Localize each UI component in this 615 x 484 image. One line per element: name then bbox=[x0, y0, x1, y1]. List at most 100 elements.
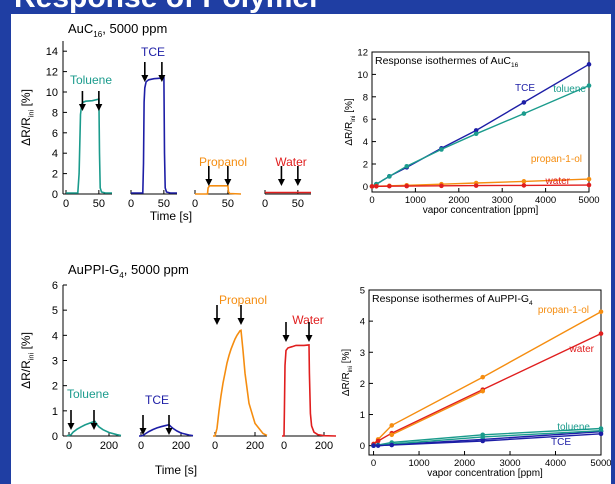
x-axis-label-2: Time [s] bbox=[155, 463, 197, 477]
series-line-toluene bbox=[66, 98, 112, 194]
panel-title-3: Response isothermes of AuPPI-G4 bbox=[372, 293, 533, 307]
y-tick-label-3-1: 1 bbox=[360, 410, 365, 421]
x-tick-label-0-2-0: 0 bbox=[192, 198, 198, 210]
data-point-propan-1-ol-7 bbox=[586, 176, 592, 182]
series-label-propan-1-ol: propan-1-ol bbox=[538, 305, 589, 316]
data-point-water-1 bbox=[375, 438, 381, 444]
exposure-arrow-2-0-0 bbox=[67, 410, 75, 430]
data-point-water-5 bbox=[473, 183, 479, 188]
subplot-2-3: 0 200 Water bbox=[281, 313, 337, 452]
exposure-arrow-2-1-0 bbox=[139, 415, 147, 435]
y-tick-label-0-6: 12 bbox=[46, 67, 58, 79]
data-point-propan-1-ol-b-0 bbox=[389, 432, 395, 438]
data-point-propan-1-ol-6 bbox=[521, 179, 527, 184]
left-frame-bar bbox=[0, 0, 11, 484]
data-point-water-2 bbox=[387, 183, 392, 189]
data-point-toluene-6 bbox=[521, 111, 527, 116]
y-tick-label-2-4: 4 bbox=[52, 330, 58, 342]
x-tick-label-1-1: 1000 bbox=[405, 195, 426, 206]
series-line-propanol bbox=[213, 329, 268, 437]
exposure-arrow-2-3-1 bbox=[305, 322, 313, 342]
y-tick-label-1-5: 10 bbox=[357, 70, 368, 81]
y-tick-label-3-2: 2 bbox=[360, 379, 365, 390]
data-point-propan-1-ol-3 bbox=[480, 374, 486, 380]
data-point-toluene-5 bbox=[473, 131, 479, 137]
subplot-0-3: 0 50 Water bbox=[262, 155, 311, 210]
exposure-arrow-2-2-0 bbox=[213, 305, 221, 325]
series-toluene bbox=[369, 83, 592, 189]
x-tick-label-1-0: 0 bbox=[369, 195, 374, 206]
exposure-arrow-0-3-0 bbox=[277, 166, 285, 186]
plot-frame-3 bbox=[368, 289, 602, 456]
x-tick-label-1-3: 3000 bbox=[492, 195, 513, 206]
x-tick-label-3-1: 1000 bbox=[408, 458, 429, 469]
y-tick-label-1-3: 6 bbox=[363, 115, 368, 126]
data-point-tce-b-0 bbox=[371, 443, 376, 448]
data-point-toluene-7 bbox=[586, 83, 592, 88]
exposure-arrow-2-2-1 bbox=[237, 305, 245, 325]
x-tick-label-0-3-0: 0 bbox=[262, 198, 268, 210]
subplot-2-2: 0 200 Propanol bbox=[212, 293, 268, 452]
x-tick-label-2-2-1: 200 bbox=[246, 440, 264, 452]
x-tick-label-0-3-1: 50 bbox=[292, 198, 304, 210]
series-tce bbox=[369, 62, 592, 189]
exposure-arrow-2-0-1 bbox=[90, 410, 98, 430]
y-axis-label-1: ΔR/Rini [%] bbox=[344, 98, 357, 146]
series-label-water: water bbox=[545, 176, 571, 187]
y-tick-label-3-3: 3 bbox=[360, 348, 365, 359]
series-label-water: water bbox=[569, 344, 595, 355]
subplot-0-0: 0 50 Toluene bbox=[63, 73, 112, 210]
series-label-tce: TCE bbox=[551, 437, 571, 448]
series-label-toluene: toluene bbox=[557, 422, 590, 433]
subplot-2-0: 0 200 Toluene bbox=[66, 387, 122, 452]
exposure-arrow-0-2-0 bbox=[205, 166, 213, 186]
y-tick-label-0-3: 6 bbox=[52, 128, 58, 140]
data-point-tce-b-3 bbox=[598, 431, 604, 437]
y-tick-label-0-2: 4 bbox=[52, 148, 58, 160]
series-label-water: Water bbox=[275, 155, 307, 169]
y-tick-label-1-2: 4 bbox=[363, 137, 368, 148]
y-tick-label-3-5: 5 bbox=[360, 286, 365, 297]
series-line-water bbox=[282, 344, 337, 437]
data-point-propan-1-ol-4 bbox=[598, 309, 604, 315]
right-frame-bar bbox=[611, 0, 615, 484]
plot-frame-1 bbox=[371, 51, 590, 193]
panel-title-0: AuC16, 5000 ppm bbox=[68, 21, 167, 39]
y-tick-label-2-0: 0 bbox=[52, 431, 58, 443]
x-tick-label-3-3: 3000 bbox=[499, 458, 520, 469]
data-point-toluene-b-2 bbox=[480, 434, 486, 440]
y-axis-label-3: ΔR/Rini [%] bbox=[341, 349, 354, 397]
data-point-tce-b-1 bbox=[389, 442, 395, 448]
x-tick-label-1-4: 4000 bbox=[535, 195, 556, 206]
series-line-propanol bbox=[195, 185, 242, 195]
data-point-toluene-3 bbox=[404, 163, 410, 169]
series-label-propanol: Propanol bbox=[199, 155, 247, 169]
y-tick-label-3-0: 0 bbox=[360, 441, 365, 452]
y-tick-label-2-3: 3 bbox=[52, 356, 58, 368]
series-water bbox=[369, 182, 592, 189]
data-point-water-1 bbox=[374, 183, 379, 189]
x-tick-label-1-5: 5000 bbox=[578, 195, 599, 206]
x-tick-label-2-1-1: 200 bbox=[172, 440, 190, 452]
exposure-arrow-0-1-0 bbox=[141, 62, 149, 82]
page-heading: Response of Polymer bbox=[14, 0, 321, 15]
series-label-propan-1-ol: propan-1-ol bbox=[531, 154, 582, 165]
series-line-propan-1-ol-b bbox=[391, 390, 484, 436]
data-point-tce-7 bbox=[586, 62, 592, 67]
y-tick-label-2-1: 1 bbox=[52, 406, 58, 418]
y-tick-label-3-4: 4 bbox=[360, 317, 365, 328]
data-point-water-7 bbox=[586, 182, 592, 188]
y-tick-label-1-6: 12 bbox=[357, 48, 368, 59]
panel-title-2: AuPPI-G4, 5000 ppm bbox=[68, 262, 189, 280]
header-bar bbox=[0, 0, 615, 14]
exposure-arrow-0-0-0 bbox=[78, 91, 86, 111]
x-tick-label-3-2: 2000 bbox=[454, 458, 475, 469]
x-tick-label-0-1-0: 0 bbox=[128, 198, 134, 210]
y-tick-label-2-2: 2 bbox=[52, 381, 58, 393]
series-line-toluene bbox=[67, 420, 122, 437]
data-point-tce-b-2 bbox=[480, 438, 486, 444]
data-point-propan-1-ol-2 bbox=[389, 423, 395, 428]
series-label-water: Water bbox=[292, 313, 324, 327]
y-tick-label-0-1: 2 bbox=[52, 169, 58, 181]
x-tick-label-0-0-0: 0 bbox=[63, 198, 69, 210]
